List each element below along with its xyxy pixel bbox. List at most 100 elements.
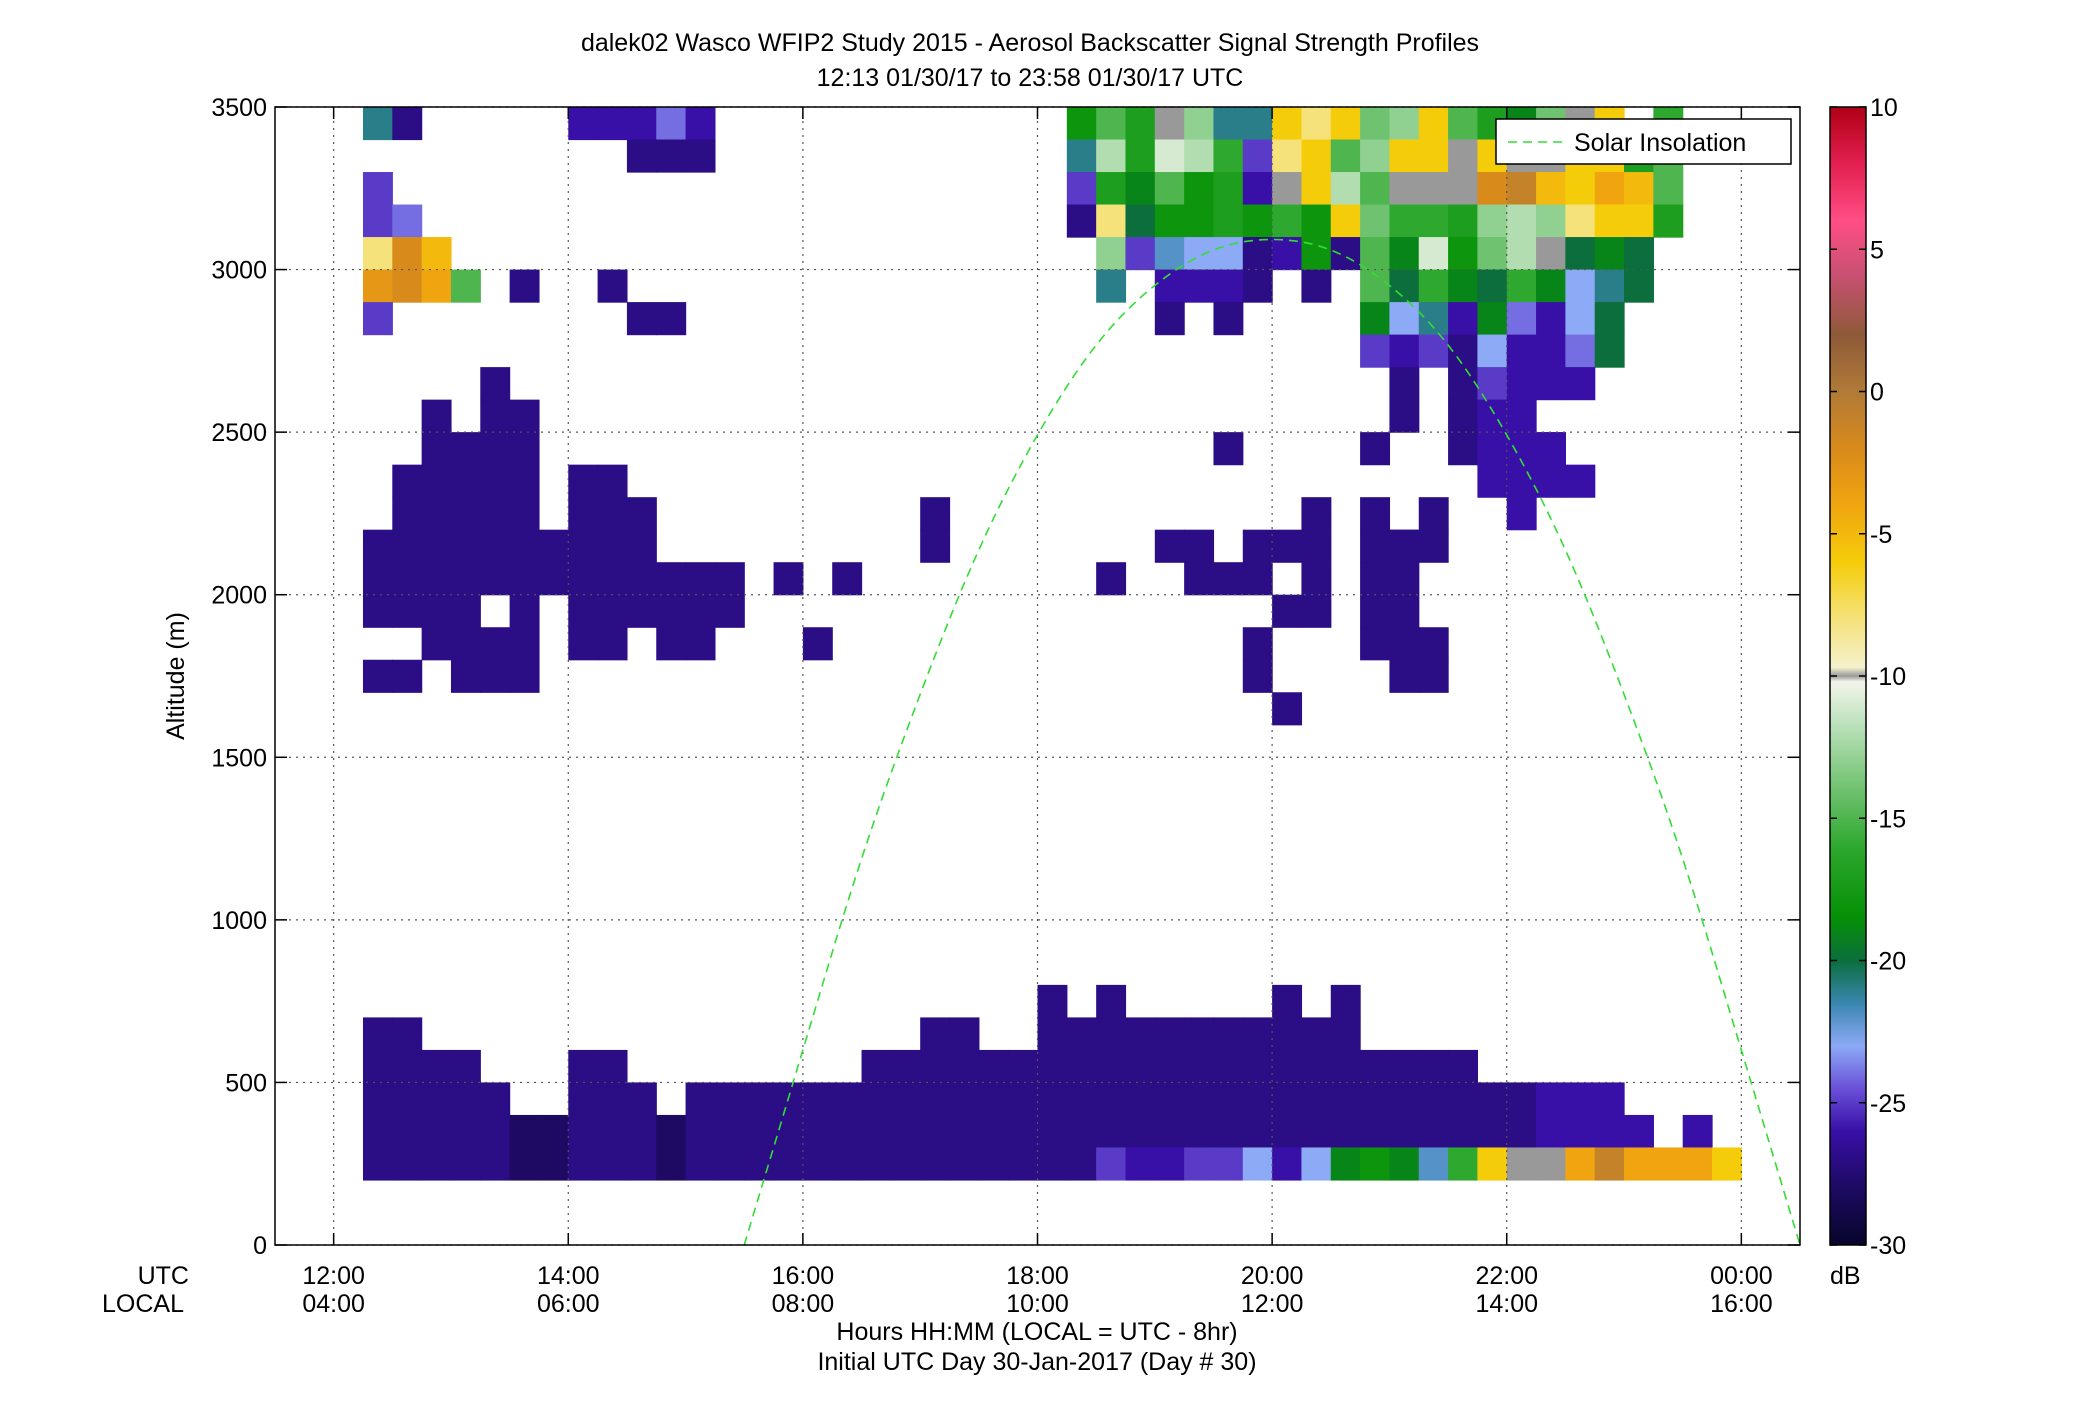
heatmap-cell	[1418, 204, 1449, 238]
heatmap-cell	[656, 302, 687, 336]
heatmap-cell	[392, 269, 423, 303]
heatmap-cell	[450, 1082, 481, 1116]
heatmap-cell	[1389, 1082, 1420, 1116]
heatmap-cell	[1125, 172, 1156, 206]
heatmap-cell	[744, 1114, 775, 1149]
heatmap-cell	[714, 594, 745, 628]
heatmap-cell	[1037, 1147, 1068, 1181]
chart-title: dalek02 Wasco WFIP2 Study 2015 - Aerosol…	[581, 29, 1479, 57]
heatmap-cell	[890, 1082, 921, 1116]
heatmap-cell	[1477, 1147, 1508, 1181]
heatmap-cell	[450, 464, 481, 498]
heatmap-cell	[568, 107, 599, 141]
heatmap-cell	[1330, 1114, 1361, 1149]
x-tick-label-local: 08:00	[772, 1290, 835, 1318]
colorbar-tick-label: -25	[1870, 1090, 1906, 1118]
heatmap-cell	[1330, 984, 1361, 1018]
heatmap-cell	[1477, 432, 1508, 466]
heatmap-cell	[1213, 269, 1244, 303]
heatmap-cell	[597, 464, 628, 498]
heatmap-cell	[1242, 1049, 1273, 1084]
heatmap-cell	[1448, 139, 1479, 173]
heatmap-cell	[1301, 139, 1332, 173]
heatmap-cell	[450, 432, 481, 466]
heatmap-cell	[1154, 1049, 1185, 1084]
heatmap-cell	[1360, 1147, 1391, 1181]
heatmap-cell	[1624, 269, 1654, 303]
heatmap-cell	[1506, 302, 1537, 336]
heatmap-cell	[1213, 1049, 1244, 1084]
heatmap-cell	[1154, 107, 1185, 141]
heatmap-cell	[597, 269, 628, 303]
heatmap-cell	[1213, 172, 1244, 206]
heatmap-cell	[1330, 1017, 1361, 1051]
heatmap-cell	[480, 659, 511, 693]
heatmap-cell	[1301, 107, 1332, 141]
heatmap-cell	[1360, 432, 1391, 466]
heatmap-cell	[1418, 627, 1449, 661]
heatmap-cell	[362, 1049, 393, 1084]
grid-lines	[275, 106, 1800, 1246]
heatmap-cell	[1418, 1147, 1449, 1181]
heatmap-cell	[1389, 562, 1420, 596]
heatmap-cell	[509, 269, 540, 303]
heatmap-cell	[1272, 204, 1303, 238]
y-axis-ticks: 0 500 1000 1500 2000 2500 3000 3500	[211, 94, 1800, 1260]
heatmap-cell	[714, 1082, 745, 1116]
heatmap-cell	[1594, 269, 1625, 303]
heatmap-cell	[1418, 1049, 1449, 1084]
heatmap-cell	[1301, 594, 1332, 628]
heatmap-cell	[626, 302, 657, 336]
heatmap-cell	[1301, 1147, 1332, 1181]
heatmap-cell	[1477, 1082, 1508, 1116]
heatmap-cell	[1448, 367, 1479, 401]
heatmap-cell	[685, 107, 716, 141]
x-axis-ticks: 12:0004:0014:0006:0016:0008:0018:0010:00…	[302, 107, 1773, 1318]
heatmap-cell	[1360, 529, 1391, 563]
heatmap-cell	[568, 1082, 599, 1116]
heatmap-cell	[1154, 302, 1185, 336]
heatmap-cell	[949, 1017, 980, 1051]
heatmap-cell	[597, 594, 628, 628]
heatmap-cell	[509, 399, 540, 433]
heatmap-cell	[1418, 172, 1449, 206]
heatmap-cell	[1624, 1114, 1654, 1149]
heatmap-cell	[1008, 1147, 1039, 1181]
colorbar-tick-label: 10	[1870, 94, 1898, 122]
heatmap-cell	[1330, 204, 1361, 238]
heatmap-cell	[1242, 627, 1273, 661]
heatmap-cell	[1272, 692, 1303, 726]
heatmap-cell	[1154, 237, 1185, 271]
heatmap-cell	[1389, 269, 1420, 303]
x-row-label-utc: UTC	[138, 1262, 189, 1290]
heatmap-cell	[1360, 1049, 1391, 1084]
heatmap-cell	[450, 627, 481, 661]
heatmap-cell	[1066, 139, 1097, 173]
x-tick-label-local: 10:00	[1006, 1290, 1069, 1318]
heatmap-cell	[1506, 204, 1537, 238]
heatmap-cell	[1096, 562, 1127, 596]
heatmap-cell	[1272, 594, 1303, 628]
heatmap-cell	[861, 1049, 892, 1084]
heatmap-cell	[1565, 269, 1596, 303]
heatmap-cell	[1242, 1017, 1273, 1051]
heatmap-cell	[568, 1114, 599, 1149]
heatmap-cell	[1330, 172, 1361, 206]
heatmap-cell	[1301, 1114, 1332, 1149]
heatmap-cell	[1448, 1082, 1479, 1116]
x-tick-label-utc: 22:00	[1475, 1262, 1538, 1290]
heatmap-cell	[656, 594, 687, 628]
heatmap-cell	[1301, 172, 1332, 206]
heatmap-cell	[1066, 1082, 1097, 1116]
heatmap-cell	[1096, 1114, 1127, 1149]
heatmap-cell	[1330, 107, 1361, 141]
y-tick-label: 0	[253, 1232, 267, 1260]
heatmap-cell	[362, 659, 393, 693]
heatmap-cell	[1448, 269, 1479, 303]
heatmap-cell	[538, 529, 569, 563]
heatmap-cell	[1242, 1114, 1273, 1149]
heatmap-cell	[1536, 464, 1566, 498]
heatmap-cell	[1096, 139, 1127, 173]
colorbar-tick-label: -5	[1870, 521, 1892, 549]
